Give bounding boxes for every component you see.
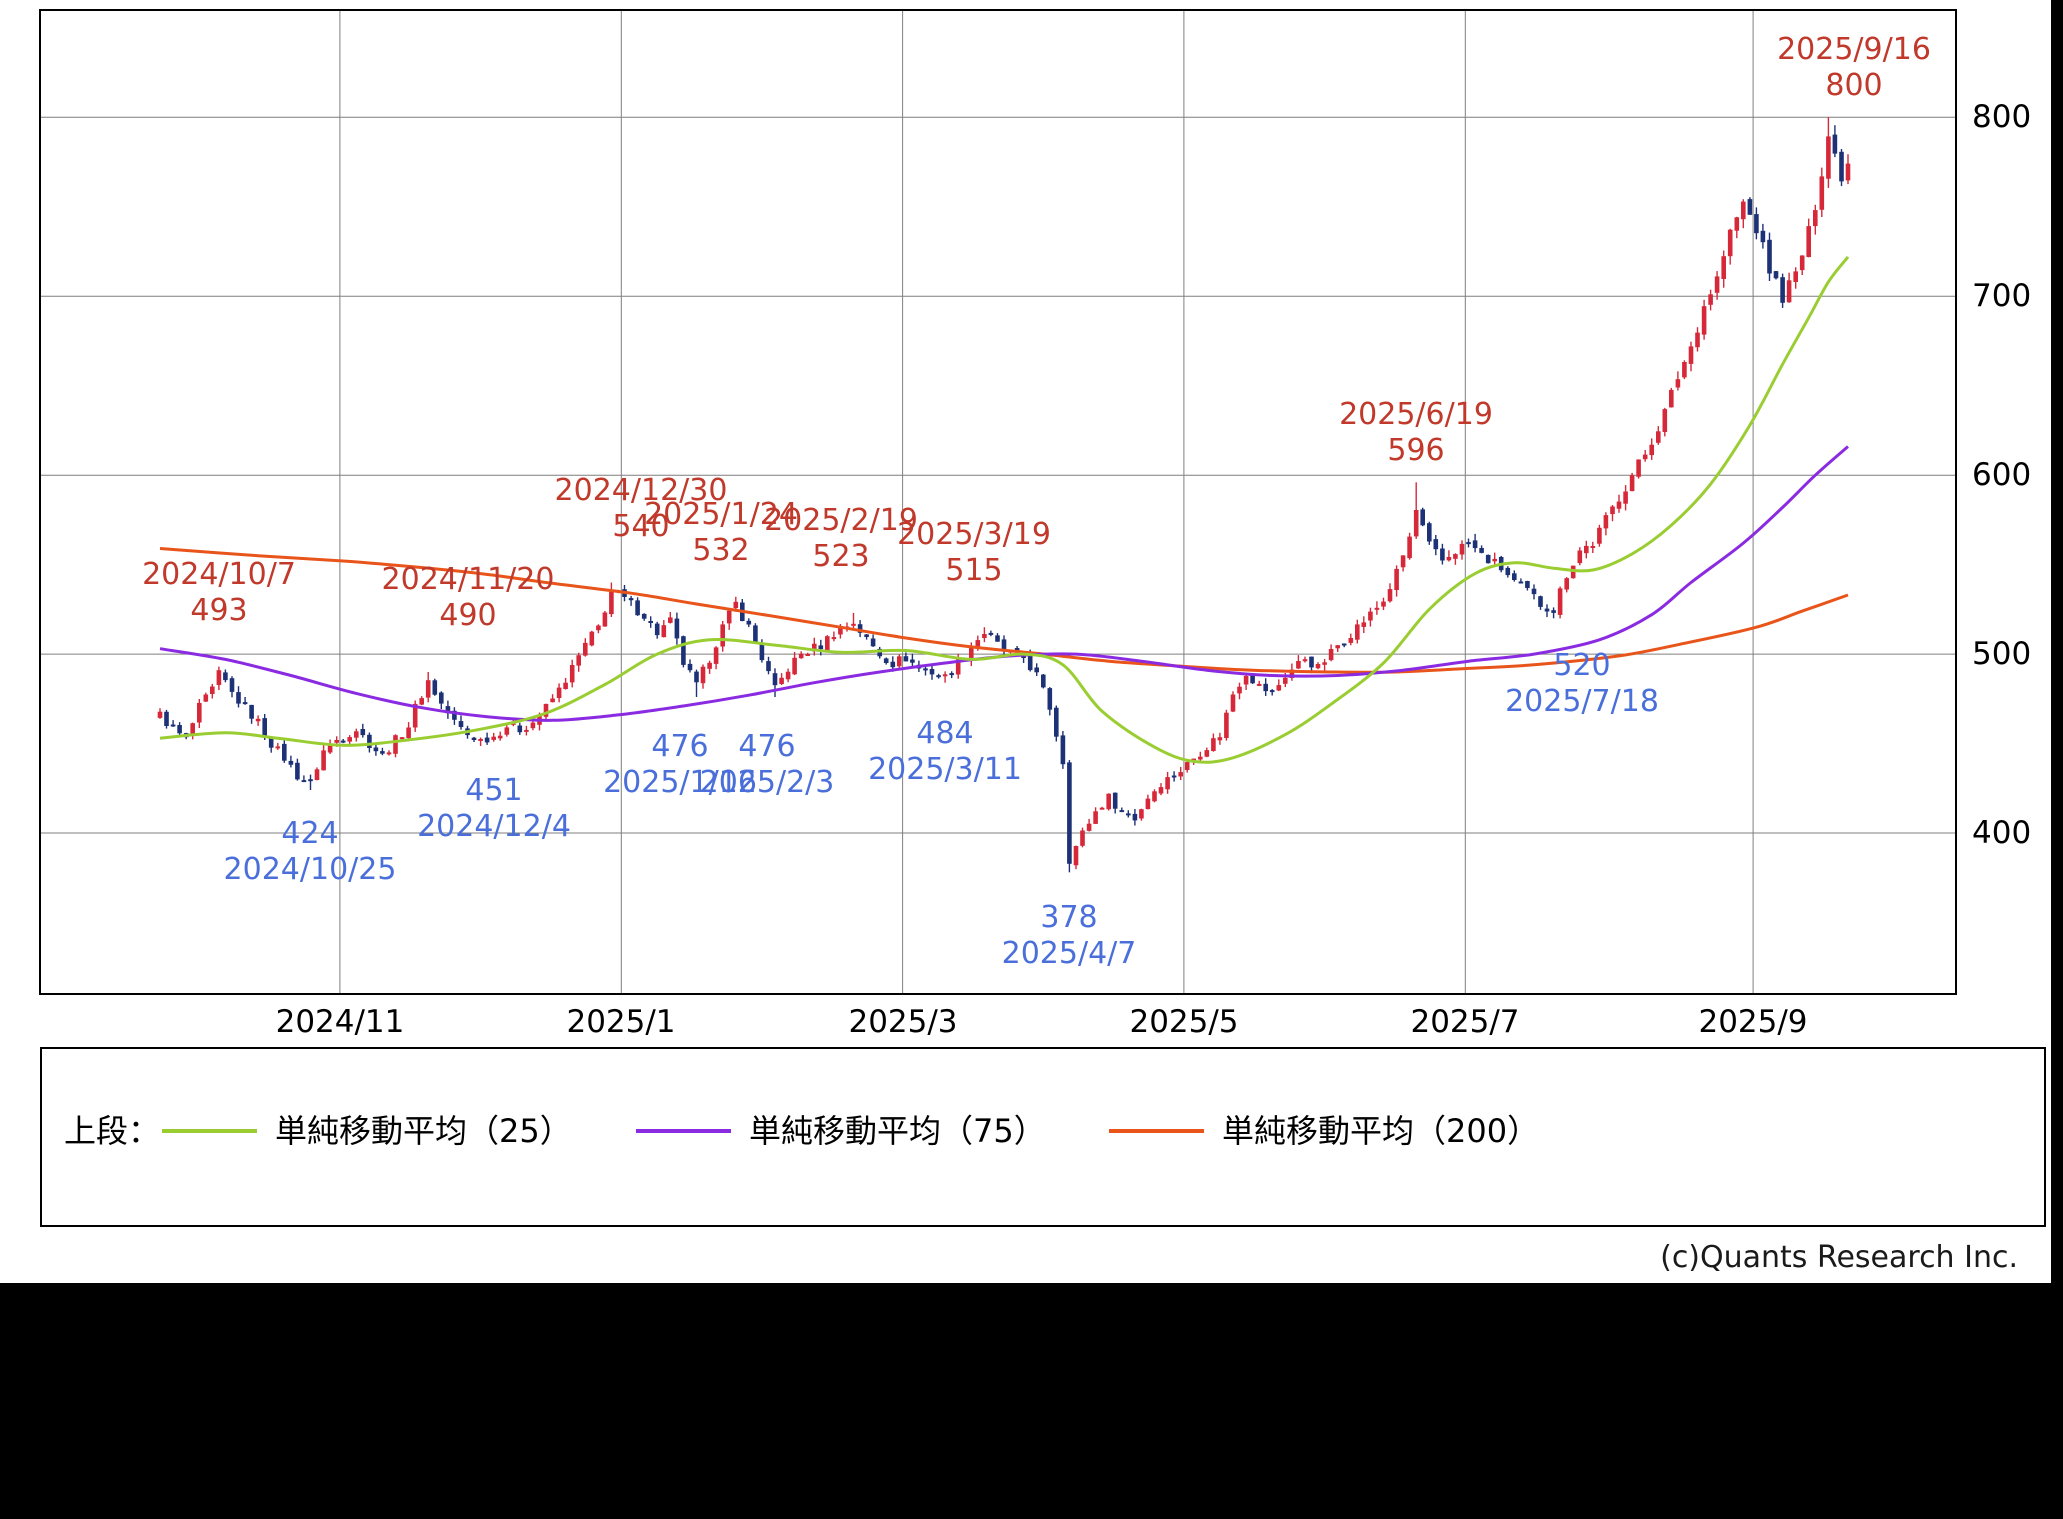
peak-annotation: 2025/3/19 515 <box>844 517 1104 589</box>
annotation-date: 2025/1/16 <box>603 765 757 800</box>
peak-annotation: 2025/2/19 523 <box>711 503 971 575</box>
annotation-date: 2025/9/16 <box>1777 32 1931 67</box>
annotation-value: 540 <box>612 509 670 544</box>
annotation-date: 2025/4/7 <box>1001 936 1137 971</box>
y-axis-label: 400 <box>1972 815 2032 851</box>
annotation-value: 451 <box>465 773 523 808</box>
y-axis-label: 600 <box>1972 457 2032 493</box>
x-axis-label: 2024/11 <box>275 1004 405 1040</box>
annotation-date: 2024/10/7 <box>142 557 296 592</box>
annotation-value: 476 <box>651 729 709 764</box>
trough-annotation: 484 2025/3/11 <box>815 716 1075 788</box>
annotation-date: 2024/11/20 <box>381 562 555 597</box>
annotation-date: 2025/6/19 <box>1339 397 1493 432</box>
trough-annotation: 378 2025/4/7 <box>939 900 1199 972</box>
sma25-label: 単純移動平均（25） <box>275 1112 572 1150</box>
annotation-value: 532 <box>692 533 750 568</box>
annotation-value: 515 <box>945 553 1003 588</box>
annotation-value: 493 <box>190 593 248 628</box>
x-axis-label: 2025/5 <box>1129 1004 1239 1040</box>
annotation-date: 2025/2/19 <box>764 503 918 538</box>
peak-annotation: 2025/9/16 800 <box>1724 32 1984 104</box>
legend-item-sma25: 単純移動平均（25） <box>162 1111 572 1151</box>
trough-annotation: 476 2025/2/3 <box>637 729 897 801</box>
annotation-value: 520 <box>1553 648 1611 683</box>
x-axis-label: 2025/3 <box>848 1004 958 1040</box>
y-axis-label: 800 <box>1972 99 2032 135</box>
peak-annotation: 2024/12/30 540 <box>511 473 771 545</box>
annotation-date: 2025/3/19 <box>897 517 1051 552</box>
sma75-line-swatch <box>636 1129 731 1133</box>
legend-box: 上段： 単純移動平均（25） 単純移動平均（75） 単純移動平均（200） <box>40 1047 2046 1227</box>
annotation-date: 2024/12/30 <box>554 473 728 508</box>
trough-annotation: 476 2025/1/16 <box>550 729 810 801</box>
annotation-date: 2025/1/24 <box>644 497 798 532</box>
annotation-value: 490 <box>439 598 497 633</box>
trough-annotation: 520 2025/7/18 <box>1452 648 1712 720</box>
legend-item-sma200: 単純移動平均（200） <box>1109 1111 1539 1151</box>
x-axis-label: 2025/1 <box>566 1004 676 1040</box>
bottom-black-bar <box>0 1283 2063 1519</box>
annotation-date: 2025/7/18 <box>1505 684 1659 719</box>
annotation-date: 2024/10/25 <box>223 852 397 887</box>
annotation-value: 424 <box>281 816 339 851</box>
annotation-date: 2025/2/3 <box>699 765 835 800</box>
legend-item-sma75: 単純移動平均（75） <box>636 1111 1046 1151</box>
sma75-label: 単純移動平均（75） <box>749 1112 1046 1150</box>
trough-annotation: 451 2024/12/4 <box>364 773 624 845</box>
x-axis-label: 2025/9 <box>1698 1004 1808 1040</box>
y-axis-label: 500 <box>1972 636 2032 672</box>
right-black-bar <box>2051 0 2063 1519</box>
annotation-date: 2024/12/4 <box>417 809 571 844</box>
annotation-value: 800 <box>1825 68 1883 103</box>
annotation-value: 378 <box>1040 900 1098 935</box>
x-axis-label: 2025/7 <box>1410 1004 1520 1040</box>
sma25-line-swatch <box>162 1129 257 1133</box>
annotation-value: 596 <box>1387 433 1445 468</box>
peak-annotation: 2025/6/19 596 <box>1286 397 1546 469</box>
legend-row-label: 上段： <box>64 1112 161 1150</box>
y-axis-label: 700 <box>1972 278 2032 314</box>
annotation-value: 523 <box>812 539 870 574</box>
annotation-value: 484 <box>916 716 974 751</box>
annotation-value: 476 <box>738 729 796 764</box>
peak-annotation: 2024/10/7 493 <box>89 557 349 629</box>
annotation-date: 2025/3/11 <box>868 752 1022 787</box>
sma200-label: 単純移動平均（200） <box>1222 1112 1540 1150</box>
copyright-text: (c)Quants Research Inc. <box>1660 1240 2018 1275</box>
peak-annotation: 2025/1/24 532 <box>591 497 851 569</box>
sma200-line-swatch <box>1109 1129 1204 1133</box>
trough-annotation: 424 2024/10/25 <box>180 816 440 888</box>
peak-annotation: 2024/11/20 490 <box>338 562 598 634</box>
